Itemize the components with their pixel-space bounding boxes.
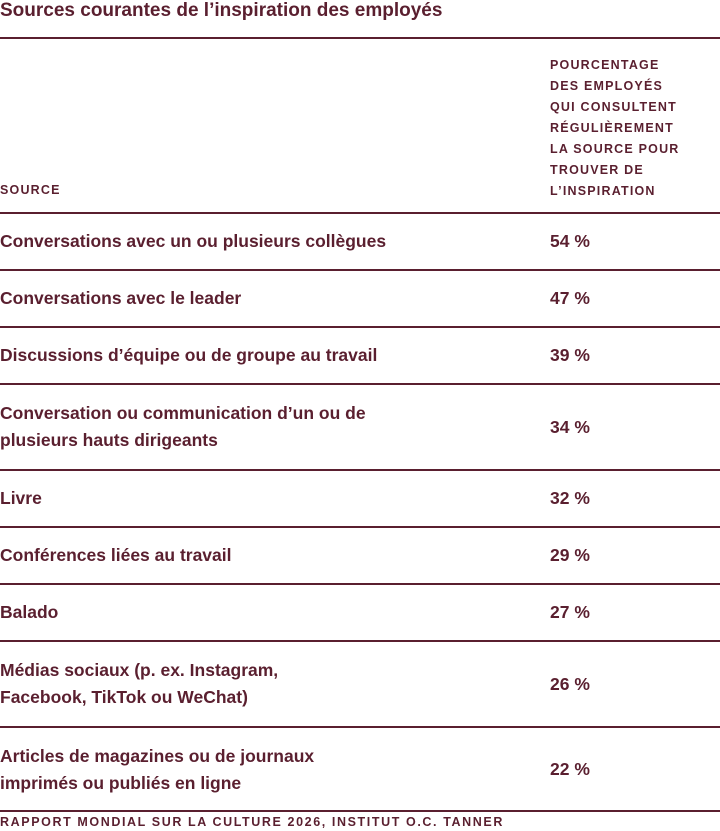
- source-line: Médias sociaux (p. ex. Instagram,: [0, 660, 279, 680]
- header-top-rule: [0, 37, 720, 39]
- source-line: Balado: [0, 602, 59, 622]
- percentage-header-line: L’INSPIRATION: [550, 184, 656, 198]
- page-title: Sources courantes de l’inspiration des e…: [0, 0, 443, 21]
- percentage-column-header: POURCENTAGE DES EMPLOYÉS QUI CONSULTENT …: [550, 55, 720, 202]
- source-cell: Articles de magazines ou de journaux imp…: [0, 743, 540, 797]
- source-cell: Livre: [0, 485, 540, 512]
- percentage-cell: 22 %: [550, 759, 590, 779]
- header-bottom-rule: [0, 212, 720, 214]
- source-line: imprimés ou publiés en ligne: [0, 772, 242, 793]
- percentage-header-line: LA SOURCE POUR: [550, 142, 680, 156]
- table-row: Conversation ou communication d’un ou de…: [0, 385, 720, 469]
- source-cell: Conversations avec le leader: [0, 285, 540, 312]
- row-divider: [0, 726, 720, 728]
- row-divider: [0, 269, 720, 271]
- source-line: Conversations avec le leader: [0, 288, 242, 308]
- source-cell: Conversations avec un ou plusieurs collè…: [0, 228, 540, 255]
- row-divider: [0, 383, 720, 385]
- source-cell: Discussions d’équipe ou de groupe au tra…: [0, 342, 540, 369]
- source-column-header: SOURCE: [0, 183, 61, 197]
- percentage-cell: 34 %: [550, 416, 590, 437]
- source-cell: Conférences liées au travail: [0, 542, 540, 569]
- source-footer: RAPPORT MONDIAL SUR LA CULTURE 2026, INS…: [0, 815, 504, 829]
- percentage-header-line: DES EMPLOYÉS: [550, 79, 664, 93]
- source-line: Livre: [0, 488, 42, 508]
- row-divider: [0, 326, 720, 328]
- source-cell: Médias sociaux (p. ex. Instagram, Facebo…: [0, 657, 540, 711]
- table-row: Articles de magazines ou de journaux imp…: [0, 728, 720, 811]
- source-line: Facebook, TikTok ou WeChat): [0, 687, 248, 707]
- source-line: Conférences liées au travail: [0, 545, 232, 565]
- percentage-cell: 29 %: [550, 545, 590, 565]
- percentage-cell: 54 %: [550, 231, 590, 251]
- percentage-cell: 47 %: [550, 288, 590, 308]
- table-row: Médias sociaux (p. ex. Instagram, Facebo…: [0, 642, 720, 726]
- table-row: Conversations avec le leader 47 %: [0, 271, 720, 326]
- source-line: Conversation ou communication d’un ou de: [0, 403, 366, 423]
- table-row: Conférences liées au travail 29 %: [0, 528, 720, 583]
- percentage-header-line: POURCENTAGE: [550, 58, 660, 72]
- row-divider: [0, 469, 720, 471]
- percentage-cell: 26 %: [550, 673, 590, 694]
- row-divider: [0, 526, 720, 528]
- percentage-cell: 27 %: [550, 602, 590, 622]
- percentage-header-line: QUI CONSULTENT: [550, 100, 677, 114]
- table-row: Discussions d’équipe ou de groupe au tra…: [0, 328, 720, 383]
- table-row: Livre 32 %: [0, 471, 720, 526]
- table-row: Conversations avec un ou plusieurs collè…: [0, 214, 720, 269]
- source-line: Conversations avec un ou plusieurs collè…: [0, 231, 387, 251]
- row-divider: [0, 640, 720, 642]
- percentage-cell: 39 %: [550, 345, 590, 365]
- percentage-cell: 32 %: [550, 488, 590, 508]
- source-cell: Conversation ou communication d’un ou de…: [0, 400, 540, 454]
- source-line: Articles de magazines ou de journaux: [0, 745, 315, 766]
- row-divider: [0, 583, 720, 585]
- source-line: plusieurs hauts dirigeants: [0, 430, 218, 450]
- source-cell: Balado: [0, 599, 540, 626]
- table-bottom-rule: [0, 810, 720, 812]
- table-row: Balado 27 %: [0, 585, 720, 640]
- source-line: Discussions d’équipe ou de groupe au tra…: [0, 345, 378, 365]
- percentage-header-line: TROUVER DE: [550, 163, 644, 177]
- percentage-header-line: RÉGULIÈREMENT: [550, 121, 674, 135]
